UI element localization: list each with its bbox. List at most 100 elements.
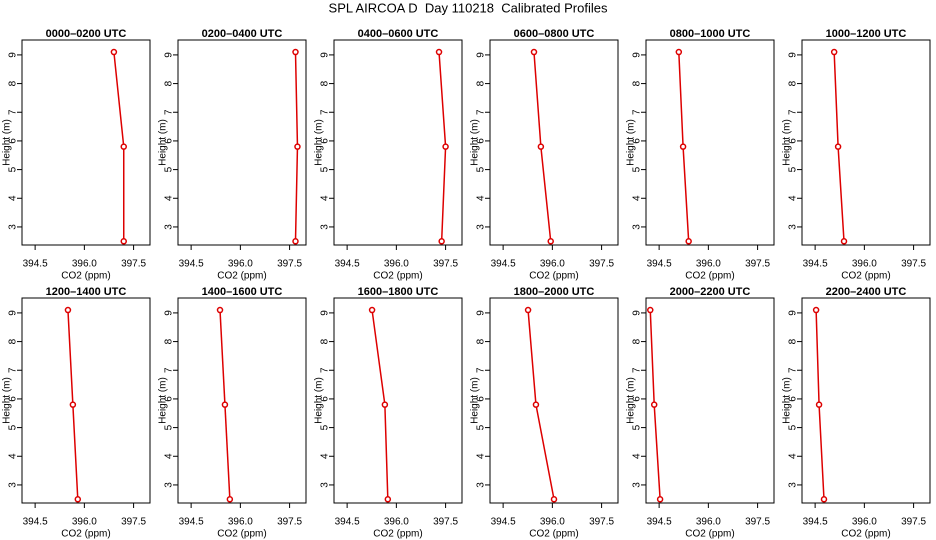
y-tick-label: 5 <box>8 166 19 172</box>
y-tick-label: 3 <box>320 482 331 488</box>
plot-frame <box>333 297 463 504</box>
data-point <box>292 48 299 56</box>
data-point <box>679 143 687 150</box>
x-tick-label: 397.5 <box>277 259 302 270</box>
y-tick-label: 6 <box>788 396 799 402</box>
x-tick-label: 397.5 <box>121 517 146 528</box>
x-axis-label: CO2 (ppm) <box>841 271 890 282</box>
x-axis-label: CO2 (ppm) <box>217 271 266 282</box>
y-tick-label: 9 <box>632 310 643 316</box>
plot-frame <box>489 39 619 246</box>
y-tick-label: 6 <box>476 138 487 144</box>
y-tick-label: 6 <box>8 396 19 402</box>
y-tick-label: 7 <box>788 367 799 373</box>
data-point <box>685 238 692 245</box>
x-tick-label: 396.0 <box>540 259 565 270</box>
x-tick-label: 396.0 <box>228 259 253 270</box>
x-tick-label: 397.5 <box>901 517 926 528</box>
data-point <box>656 496 664 503</box>
y-tick-label: 5 <box>164 166 175 172</box>
x-tick-label: 397.5 <box>589 517 614 528</box>
y-tick-label: 7 <box>320 367 331 373</box>
y-tick-label: 7 <box>632 367 643 373</box>
y-axis-label: Height (m) <box>2 377 13 424</box>
y-tick-label: 7 <box>476 109 487 115</box>
y-tick-label: 4 <box>788 195 799 201</box>
data-point <box>547 238 554 245</box>
x-tick-label: 394.5 <box>803 259 828 270</box>
x-tick-label: 396.0 <box>852 259 877 270</box>
data-point <box>74 496 82 503</box>
y-tick-label: 4 <box>164 453 175 459</box>
plot-frame <box>489 297 619 504</box>
y-tick-label: 5 <box>164 424 175 430</box>
chart-title: 0600–0800 UTC <box>514 28 595 40</box>
chart-title: 1800–2000 UTC <box>514 286 595 298</box>
x-tick-label: 394.5 <box>491 259 516 270</box>
y-axis-label: Height (m) <box>158 119 169 166</box>
y-tick-label: 3 <box>632 224 643 230</box>
y-tick-label: 5 <box>476 166 487 172</box>
y-tick-label: 9 <box>8 310 19 316</box>
y-axis-label: Height (m) <box>626 119 637 166</box>
x-axis-label: CO2 (ppm) <box>373 529 422 540</box>
y-tick-label: 7 <box>788 109 799 115</box>
y-tick-label: 7 <box>320 109 331 115</box>
x-tick-label: 396.0 <box>852 517 877 528</box>
data-point <box>294 143 301 150</box>
chart-title: 2200–2400 UTC <box>826 286 907 298</box>
data-point <box>120 143 127 150</box>
y-tick-label: 4 <box>8 195 19 201</box>
x-tick-label: 396.0 <box>696 259 721 270</box>
y-tick-label: 8 <box>476 338 487 344</box>
y-tick-label: 8 <box>632 80 643 86</box>
data-point <box>647 306 654 314</box>
y-tick-label: 4 <box>788 453 799 459</box>
data-point <box>64 306 72 314</box>
y-axis-label: Height (m) <box>158 377 169 424</box>
chart-title: 0800–1000 UTC <box>670 28 751 40</box>
x-tick-label: 394.5 <box>803 517 828 528</box>
y-axis-label: Height (m) <box>314 377 325 424</box>
plot-frame <box>801 39 931 246</box>
y-tick-label: 3 <box>8 224 19 230</box>
plot-frame <box>333 39 463 246</box>
chart-title: 2000–2200 UTC <box>670 286 751 298</box>
y-axis-label: Height (m) <box>470 377 481 424</box>
data-point <box>120 238 127 245</box>
y-axis-label: Height (m) <box>782 119 793 166</box>
y-tick-label: 3 <box>476 482 487 488</box>
x-tick-label: 396.0 <box>228 517 253 528</box>
y-tick-label: 3 <box>788 482 799 488</box>
x-tick-label: 396.0 <box>72 259 97 270</box>
data-point <box>216 306 224 314</box>
chart-title: 0000–0200 UTC <box>46 28 127 40</box>
x-tick-label: 396.0 <box>696 517 721 528</box>
y-tick-label: 3 <box>632 482 643 488</box>
data-point <box>532 401 540 408</box>
data-point <box>524 306 532 314</box>
data-point <box>292 238 299 245</box>
data-point <box>69 401 77 408</box>
x-tick-label: 396.0 <box>72 517 97 528</box>
data-point <box>368 306 376 314</box>
y-tick-label: 9 <box>476 52 487 58</box>
plot-frame <box>801 297 931 504</box>
y-tick-label: 8 <box>788 80 799 86</box>
data-point <box>812 306 820 314</box>
y-tick-label: 9 <box>788 52 799 58</box>
y-tick-label: 8 <box>8 80 19 86</box>
y-tick-label: 4 <box>320 453 331 459</box>
data-point <box>650 401 658 408</box>
y-tick-label: 6 <box>8 138 19 144</box>
y-tick-label: 5 <box>788 424 799 430</box>
y-tick-label: 6 <box>476 396 487 402</box>
data-point <box>435 48 443 56</box>
y-axis-label: Height (m) <box>314 119 325 166</box>
y-tick-label: 8 <box>8 338 19 344</box>
y-tick-label: 6 <box>320 396 331 402</box>
data-point <box>675 48 683 56</box>
y-tick-label: 8 <box>320 338 331 344</box>
y-tick-label: 9 <box>320 52 331 58</box>
y-tick-label: 8 <box>476 80 487 86</box>
